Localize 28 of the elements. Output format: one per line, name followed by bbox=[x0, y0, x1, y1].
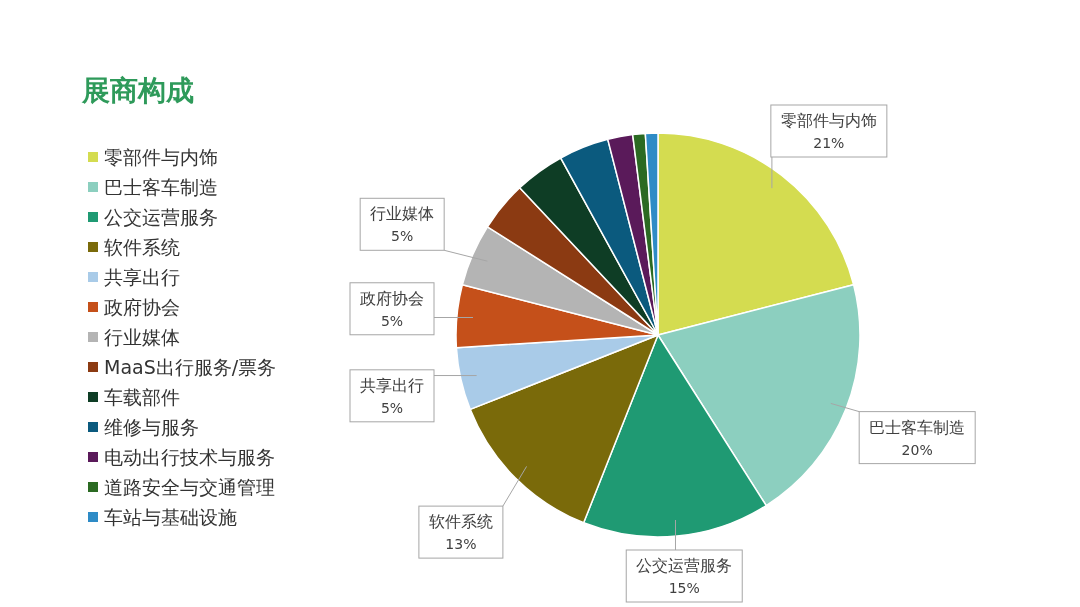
legend-label: 巴士客车制造 bbox=[104, 176, 218, 198]
slice-label: 公交运营服务 bbox=[636, 556, 733, 575]
legend-label: 软件系统 bbox=[104, 236, 180, 258]
legend-label: 公交运营服务 bbox=[104, 206, 218, 228]
legend-label: 政府协会 bbox=[104, 296, 180, 318]
chart-title: 展商构成 bbox=[81, 74, 194, 107]
legend-label: 车站与基础设施 bbox=[104, 506, 237, 528]
legend-label: 车载部件 bbox=[104, 386, 180, 408]
data-label: 15% bbox=[668, 580, 700, 596]
slice-label: 零部件与内饰 bbox=[780, 111, 877, 130]
legend-label: 维修与服务 bbox=[104, 416, 199, 438]
legend-label: 零部件与内饰 bbox=[104, 146, 218, 168]
data-label: 13% bbox=[445, 536, 477, 553]
legend-label: 共享出行 bbox=[104, 266, 180, 288]
legend-label: MaaS出行服务/票务 bbox=[104, 356, 277, 378]
legend-label: 行业媒体 bbox=[104, 326, 180, 348]
slice-label: 共享出行 bbox=[360, 375, 424, 395]
slice-label: 软件系统 bbox=[428, 512, 493, 532]
slice-label: 政府协会 bbox=[360, 288, 424, 308]
data-label: 5% bbox=[380, 312, 404, 329]
data-label: 21% bbox=[813, 135, 845, 151]
slice-label: 巴士客车制造 bbox=[869, 417, 966, 437]
legend-label: 道路安全与交通管理 bbox=[104, 476, 275, 498]
legend-label: 电动出行技术与服务 bbox=[104, 446, 275, 468]
data-label: 5% bbox=[391, 228, 414, 245]
data-label: 20% bbox=[901, 441, 933, 458]
slice-label: 行业媒体 bbox=[370, 204, 435, 224]
data-label: 5% bbox=[380, 399, 404, 416]
